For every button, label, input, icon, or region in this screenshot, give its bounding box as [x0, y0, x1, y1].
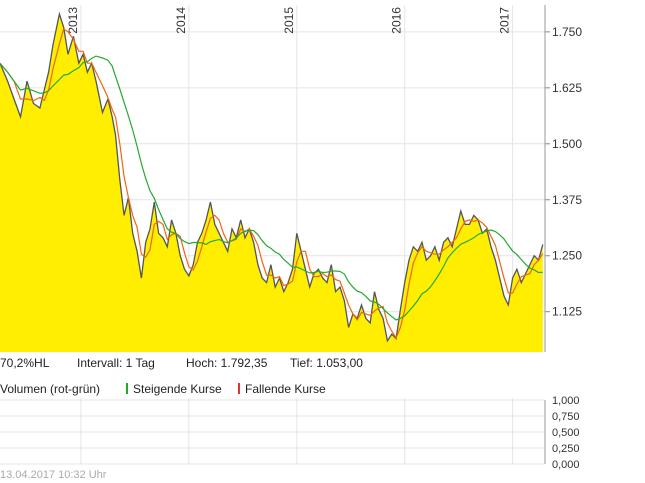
volume-axis: 1,000 0,750 0,500 0,250 0,000 — [544, 395, 580, 471]
volume-grid — [0, 398, 545, 465]
volume-tick-label: 0,000 — [552, 459, 580, 471]
price-tick-label: 1.375 — [552, 193, 582, 207]
short-moving-average-line — [0, 27, 544, 340]
price-area — [0, 11, 544, 352]
year-tick-label: 2015 — [282, 7, 296, 34]
year-tick-label: 2017 — [498, 7, 512, 34]
price-axis: 1.750 1.625 1.500 1.375 1.250 1.125 — [544, 5, 582, 352]
volume-tick-label: 0,750 — [552, 411, 580, 423]
falling-swatch — [238, 383, 240, 394]
performance-label: 70,2%HL — [0, 356, 50, 370]
high-label: Hoch: 1.792,35 — [186, 356, 268, 370]
volume-title: Volumen (rot-grün) — [0, 382, 101, 396]
year-tick-label: 2014 — [174, 7, 188, 34]
price-tick-label: 1.625 — [552, 81, 582, 95]
year-tick-label: 2016 — [390, 7, 404, 34]
volume-tick-label: 1,000 — [552, 395, 580, 407]
legend-falling: Fallende Kurse — [238, 381, 326, 397]
price-tick-label: 1.750 — [552, 25, 582, 39]
legend-falling-label: Fallende Kurse — [245, 382, 326, 396]
price-tick-label: 1.250 — [552, 249, 582, 263]
year-tick-label: 2013 — [66, 7, 80, 34]
long-moving-average-line — [0, 55, 543, 321]
volume-tick-label: 0,250 — [552, 443, 580, 455]
time-axis: 2013 2014 2015 2016 2017 — [66, 7, 512, 34]
info-bar: 70,2%HL Intervall: 1 Tag Hoch: 1.792,35 … — [0, 355, 545, 371]
price-line — [0, 11, 544, 343]
price-area-fill — [0, 14, 543, 352]
price-tick-label: 1.125 — [552, 305, 582, 319]
legend-rising-label: Steigende Kurse — [133, 382, 222, 396]
interval-label: Intervall: 1 Tag — [77, 356, 155, 370]
low-label: Tief: 1.053,00 — [290, 356, 363, 370]
rising-swatch — [126, 383, 128, 394]
legend-rising: Steigende Kurse — [126, 381, 222, 397]
volume-tick-label: 0,500 — [552, 427, 580, 439]
timestamp: 13.04.2017 10:32 Uhr — [0, 469, 107, 481]
volume-legend: Volumen (rot-grün) Steigende Kurse Falle… — [0, 381, 545, 397]
price-tick-label: 1.500 — [552, 137, 582, 151]
